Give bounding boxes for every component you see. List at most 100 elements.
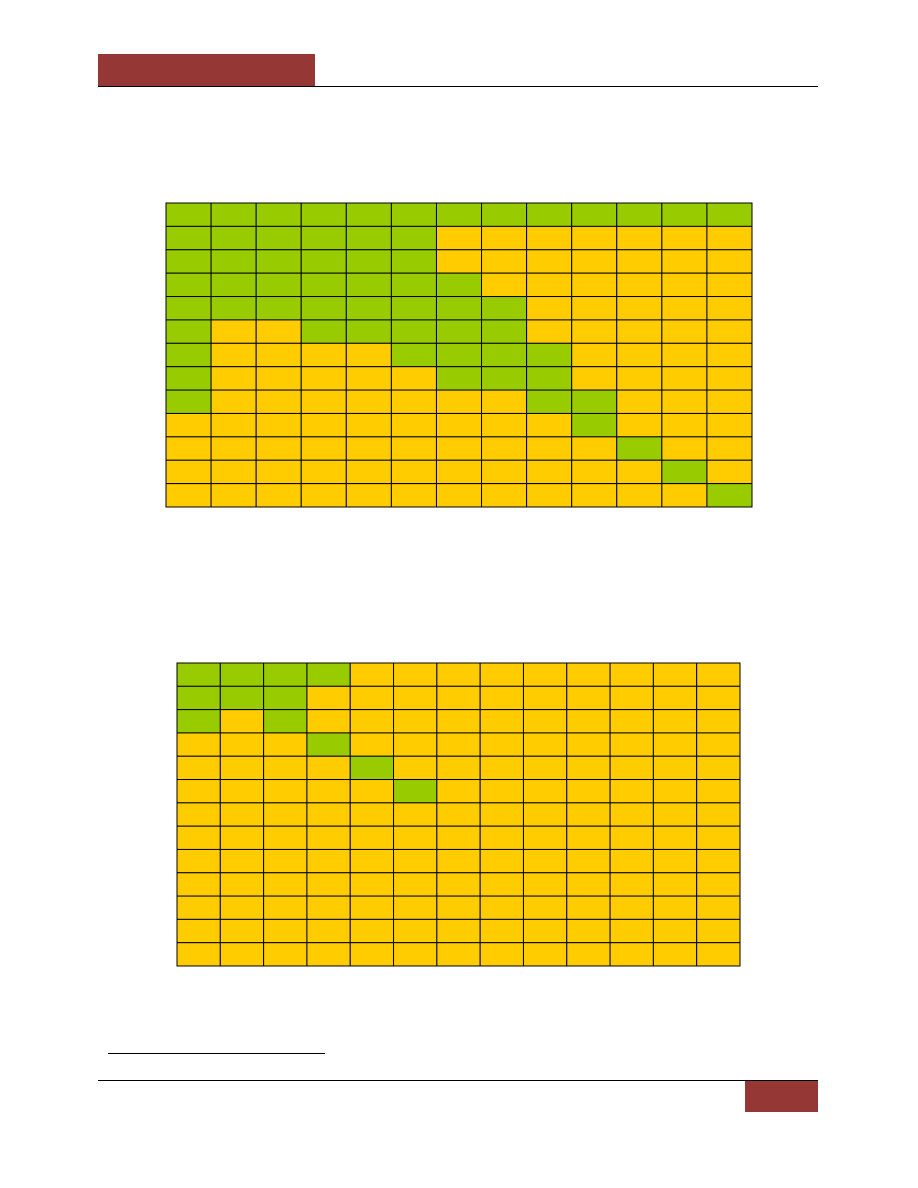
grid-cell (255, 296, 302, 321)
grid-cell (300, 342, 347, 368)
grid-cell (522, 662, 568, 687)
grid-cell (696, 918, 741, 944)
grid-cell (566, 918, 611, 944)
grid-cell (696, 755, 741, 781)
grid-cell (345, 272, 392, 298)
grid-cell (349, 709, 395, 734)
grid-cell (219, 872, 265, 897)
grid-cell (481, 225, 528, 251)
grid-cell (571, 202, 618, 227)
grid-cell (526, 366, 573, 391)
grid-cell (210, 412, 257, 438)
grid-cell (176, 825, 221, 850)
grid-cell (306, 755, 351, 781)
grid-cell (345, 412, 392, 438)
grid-cell (436, 662, 481, 687)
grid-cell (661, 249, 708, 274)
grid-cell (255, 342, 302, 368)
grid-cell (661, 366, 708, 391)
grid-cell (393, 779, 438, 804)
grid-cell (616, 342, 663, 368)
grid-cell (393, 802, 438, 827)
grid-cell (706, 202, 753, 227)
grid-cell (479, 872, 524, 897)
grid-cell (609, 918, 654, 944)
grid-cell (616, 296, 663, 321)
grid-cell (481, 296, 528, 321)
grid-cell (566, 755, 611, 781)
grid-cell (210, 319, 257, 344)
grid-cell (706, 436, 753, 461)
grid-cell (436, 779, 481, 804)
grid-cell (706, 366, 753, 391)
grid-cell (696, 685, 741, 711)
grid-cell (255, 202, 302, 227)
grid-cell (571, 459, 618, 485)
grid-cell (571, 436, 618, 461)
grid-cell (652, 825, 698, 850)
grid-cell (306, 662, 351, 687)
grid-cell (571, 296, 618, 321)
grid-cell (526, 342, 573, 368)
grid-cell (616, 483, 663, 508)
grid-cell (696, 825, 741, 850)
grid-cell (661, 459, 708, 485)
grid-cell (255, 389, 302, 414)
grid-cell (436, 825, 481, 850)
grid-cell (616, 459, 663, 485)
grid-cell (435, 249, 483, 274)
grid-cell (345, 319, 392, 344)
grid-cell (481, 272, 528, 298)
grid-cell (165, 459, 212, 485)
grid-cell (609, 732, 654, 757)
grid-cell (526, 202, 573, 227)
grid-cell (393, 755, 438, 781)
grid-cell (609, 802, 654, 827)
grid-cell (481, 319, 528, 344)
grid-cell (479, 895, 524, 920)
grid-cell (349, 662, 395, 687)
grid-cell (479, 825, 524, 850)
grid-cell (300, 483, 347, 508)
grid-cell (300, 225, 347, 251)
grid-cell (706, 412, 753, 438)
grid-cell (263, 755, 308, 781)
grid-cell (566, 825, 611, 850)
grid-cell (306, 895, 351, 920)
grid-cell (176, 848, 221, 874)
grid-cell (210, 272, 257, 298)
grid-cell (390, 436, 437, 461)
grid-cell (652, 802, 698, 827)
grid-cell (390, 412, 437, 438)
grid-cell (349, 895, 395, 920)
grid-cell (306, 779, 351, 804)
grid-cell (661, 272, 708, 298)
grid-cell (263, 918, 308, 944)
grid-cell (526, 389, 573, 414)
grid-cell (210, 389, 257, 414)
grid-cell (219, 942, 265, 967)
grid-cell (345, 342, 392, 368)
grid-cell (349, 685, 395, 711)
grid-cell (263, 802, 308, 827)
grid-cell (479, 802, 524, 827)
grid-cell (571, 342, 618, 368)
grid-cell (255, 249, 302, 274)
grid-cell (571, 412, 618, 438)
grid-cell (345, 483, 392, 508)
grid-cell (165, 342, 212, 368)
grid-cell (522, 825, 568, 850)
page-number-band (745, 1081, 818, 1112)
grid-cell (479, 755, 524, 781)
grid-cell (696, 802, 741, 827)
grid-cell (210, 249, 257, 274)
grid-cell (176, 685, 221, 711)
grid-cell (345, 366, 392, 391)
grid-cell (522, 942, 568, 967)
grid-cell (566, 732, 611, 757)
grid-cell (255, 272, 302, 298)
grid-cell (165, 272, 212, 298)
grid-cell (219, 895, 265, 920)
grid-cell (255, 412, 302, 438)
